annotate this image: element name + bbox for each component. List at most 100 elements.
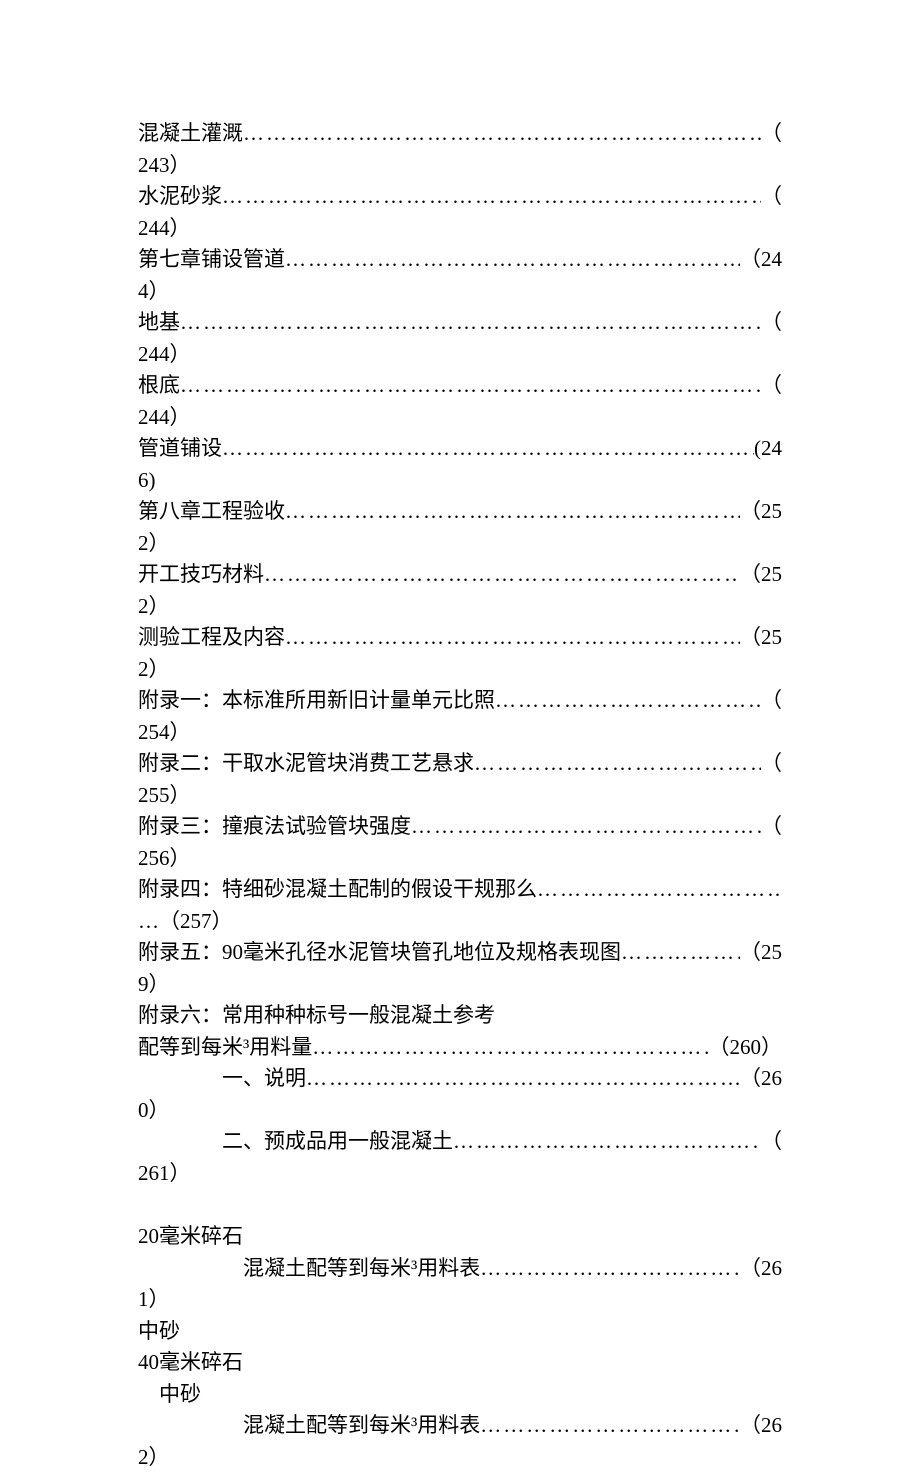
toc-leader: …………………………………………………………… [285,496,740,528]
material-label-40mm: 40毫米碎石 [138,1347,782,1379]
toc-entry: 附录五：90毫米孔径水泥管块管孔地位及规格表现图 ………………………… （25 [138,937,782,969]
toc-page-open: （ [761,811,782,843]
toc-entry: 配等到每米³用料量 ………………………………………………… （260） [138,1032,782,1064]
toc-page-wrap: 2） [138,654,782,686]
toc-title: 第八章工程验收 [138,496,285,528]
toc-entry: 水泥砂浆 …………………………………………………………………………… （ [138,181,782,213]
toc-page-open: （ [761,685,782,717]
toc-title: 测验工程及内容 [138,622,285,654]
toc-entry: 附录四：特细砂混凝土配制的假设干规那么 ……………………………………… [138,874,782,906]
spacer [138,1189,782,1221]
toc-leader: …………………………………………………………… [285,244,740,276]
toc-title: 混凝土灌溉 [138,118,243,150]
toc-subentry: 一、说明 ………………………………………………………… （26 [138,1063,782,1095]
toc-page-wrap: …（257） [138,906,782,938]
toc-page-open: （26 [740,1063,782,1095]
toc-page-wrap: 244） [138,402,782,434]
toc-title: 附录一：本标准所用新旧计量单元比照 [138,685,495,717]
toc-title: 二、预成品用一般混凝土 [222,1126,453,1158]
toc-page-wrap: 261） [138,1158,782,1190]
toc-page: （260） [709,1032,783,1064]
toc-title: 混凝土配等到每米³用料表 [243,1253,480,1285]
toc-entry: 第七章铺设管道 …………………………………………………………… （24 [138,244,782,276]
toc-page-wrap: 255） [138,780,782,812]
toc-leader: …………………………………………… [474,748,761,780]
toc-page-wrap: 4） [138,276,782,308]
toc-leader: …………………………………………… [495,685,761,717]
toc-entry: 混凝土灌溉 …………………………………………………………………………… （ [138,118,782,150]
toc-entry: 附录三：撞痕法试验管块强度 ………………………………………………… （ [138,811,782,843]
toc-page-open: （25 [740,622,782,654]
toc-page-open: （ [761,748,782,780]
toc-title: 附录二：干取水泥管块消费工艺悬求 [138,748,474,780]
toc-title: 一、说明 [222,1063,306,1095]
toc-leader: …………………………………………………………………………… [180,370,761,402]
toc-page-open: （26 [740,1410,782,1442]
toc-title: 附录五：90毫米孔径水泥管块管孔地位及规格表现图 [138,937,621,969]
toc-entry: 第八章工程验收 …………………………………………………………… （25 [138,496,782,528]
toc-page-open: （ [761,181,782,213]
toc-title: 开工技巧材料 [138,559,264,591]
toc-page-wrap: 2） [138,1442,782,1473]
toc-page-open: （ [761,1126,782,1158]
toc-leader: …………………………………………… [453,1126,761,1158]
toc-leader: ………………………… [621,937,740,969]
toc-page-open: （ [761,370,782,402]
toc-page-wrap: 2） [138,528,782,560]
toc-entry: 附录一：本标准所用新旧计量单元比照 …………………………………………… （ [138,685,782,717]
toc-page-open: （24 [740,244,782,276]
toc-leader: ………………………………………………… [411,811,761,843]
toc-page-wrap: 256） [138,843,782,875]
toc-leader: …………………………………………………………… [285,622,740,654]
toc-page-open: （25 [740,496,782,528]
toc-leader: …………………………………………………………………………… [243,118,761,150]
toc-leader: …………………………………………………………………………… [222,181,761,213]
toc-title: 附录三：撞痕法试验管块强度 [138,811,411,843]
toc-title: 管道铺设 [138,433,222,465]
toc-page-open: (24 [754,433,782,465]
toc-subentry: 二、预成品用一般混凝土 …………………………………………… （ [138,1126,782,1158]
toc-title: 水泥砂浆 [138,181,222,213]
appendix-6-line1: 附录六：常用种种标号一般混凝土参考 [138,1000,782,1032]
toc-page-open: （ [761,307,782,339]
toc-leader: …………………………………………………………… [264,559,740,591]
toc-page-wrap: 254） [138,717,782,749]
toc-entry: 管道铺设 …………………………………………………………………………… (24 [138,433,782,465]
toc-title: 地基 [138,307,180,339]
toc-page-wrap: 244） [138,339,782,371]
toc-page-open: （25 [740,559,782,591]
toc-subentry: 混凝土配等到每米³用料表 ……………………………………… （26 [138,1253,782,1285]
toc-page-wrap: 1） [138,1284,782,1316]
toc-leader: ………………………………………………………… [306,1063,740,1095]
table-of-contents: 混凝土灌溉 …………………………………………………………………………… （ 24… [138,118,782,1473]
toc-page-open: （26 [740,1253,782,1285]
toc-subentry: 混凝土配等到每米³用料表 ……………………………………… （26 [138,1410,782,1442]
toc-leader: ……………………………………… [537,874,782,906]
toc-entry: 地基 …………………………………………………………………………… （ [138,307,782,339]
toc-title: 配等到每米³用料量 [138,1032,312,1064]
toc-page-open: （25 [740,937,782,969]
toc-leader: ……………………………………… [480,1410,740,1442]
toc-page-wrap: 6) [138,465,782,497]
toc-page-wrap: 243） [138,150,782,182]
toc-page-wrap: 244） [138,213,782,245]
toc-entry: 附录二：干取水泥管块消费工艺悬求 …………………………………………… （ [138,748,782,780]
toc-entry: 开工技巧材料 …………………………………………………………… （25 [138,559,782,591]
toc-entry: 根底 …………………………………………………………………………… （ [138,370,782,402]
toc-leader: …………………………………………………………………………… [180,307,761,339]
toc-leader: ………………………………………………… [312,1032,708,1064]
toc-title: 附录四：特细砂混凝土配制的假设干规那么 [138,874,537,906]
material-sand-medium: 中砂 [138,1379,782,1411]
material-label-20mm: 20毫米碎石 [138,1221,782,1253]
material-sand-medium: 中砂 [138,1316,782,1348]
toc-entry: 测验工程及内容 …………………………………………………………… （25 [138,622,782,654]
toc-page-wrap: 9） [138,969,782,1001]
toc-leader: …………………………………………………………………………… [222,433,754,465]
toc-page-wrap: 2） [138,591,782,623]
toc-title: 根底 [138,370,180,402]
toc-page-wrap: 0） [138,1095,782,1127]
toc-title: 第七章铺设管道 [138,244,285,276]
toc-page-open: （ [761,118,782,150]
toc-title: 混凝土配等到每米³用料表 [243,1410,480,1442]
toc-leader: ……………………………………… [480,1253,740,1285]
